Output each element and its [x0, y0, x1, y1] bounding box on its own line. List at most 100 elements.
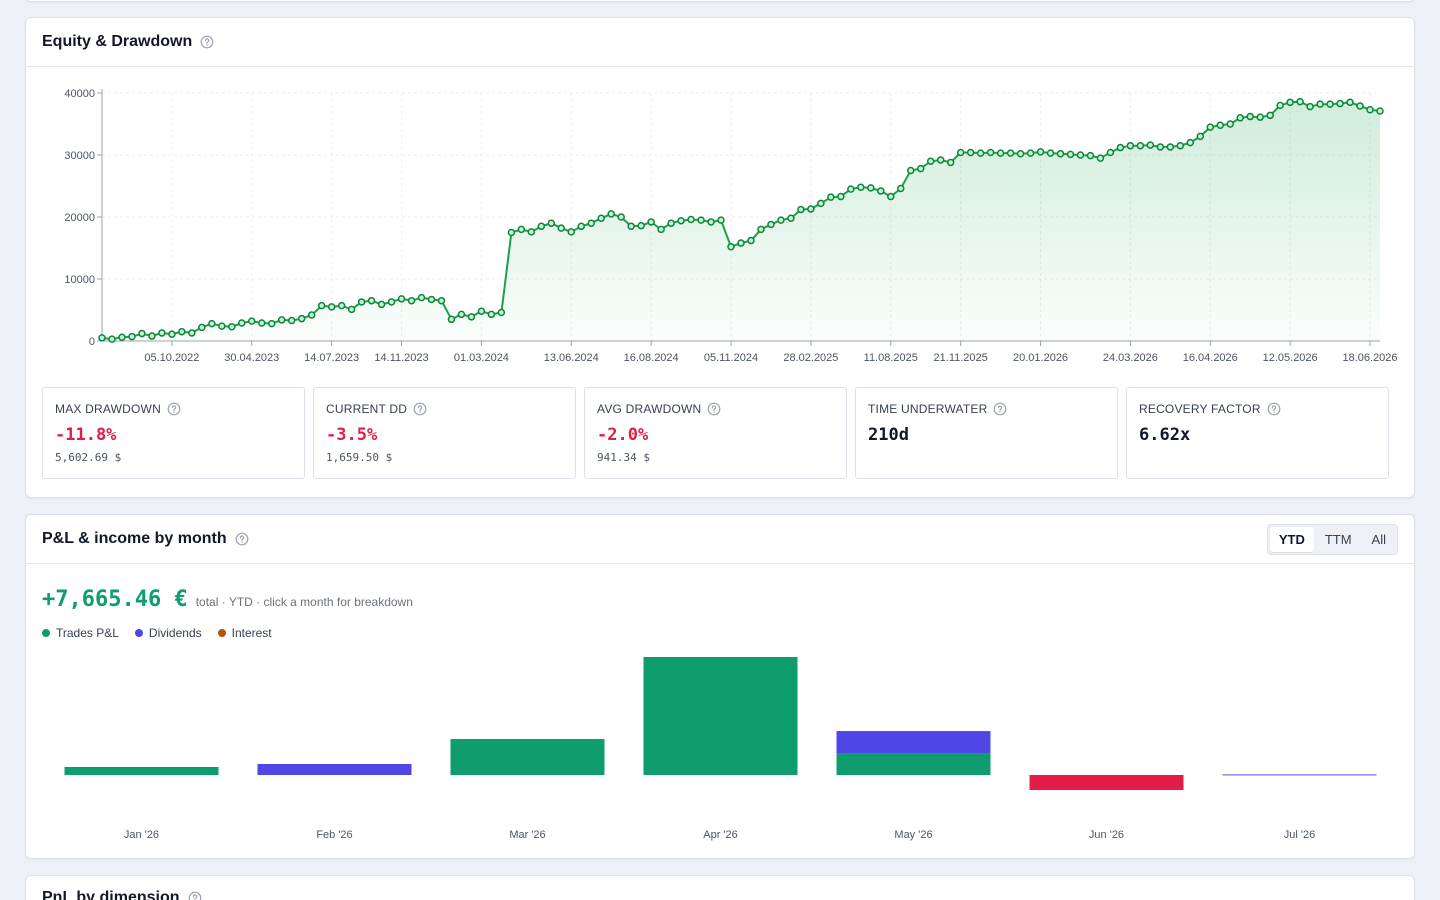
equity-point [717, 216, 725, 224]
equity-point [357, 298, 366, 306]
equity-point [188, 329, 196, 337]
x-tick-label: 05.11.2024 [704, 352, 758, 364]
equity-point [387, 298, 396, 306]
equity-point [1216, 121, 1224, 129]
x-tick-label: 13.06.2024 [544, 352, 599, 364]
equity-point [1276, 101, 1284, 110]
kpi-label-row: TIME UNDERWATER [868, 402, 1105, 416]
equity-point [487, 310, 496, 319]
help-icon[interactable] [413, 402, 427, 416]
card-header: Equity & Drawdown [26, 18, 1414, 67]
bar-segment[interactable] [836, 753, 991, 775]
equity-point [527, 228, 536, 236]
legend-item: Interest [217, 626, 272, 640]
equity-point [367, 296, 376, 305]
bar-segment[interactable] [257, 764, 412, 775]
help-icon[interactable] [200, 35, 214, 49]
tab[interactable]: YTD [1269, 526, 1314, 552]
kpi-card: RECOVERY FACTOR 6.62x [1126, 387, 1389, 479]
equity-point [168, 330, 176, 338]
equity-point [507, 228, 516, 237]
card-header: P&L & income by month YTD TTM All [26, 515, 1414, 564]
y-tick-label: 40000 [64, 88, 95, 100]
equity-point [297, 314, 306, 323]
dimension-card: PnL by dimension [25, 875, 1415, 900]
x-tick-label: 16.04.2026 [1183, 352, 1238, 364]
bar-segment[interactable] [643, 657, 798, 775]
equity-point [407, 296, 416, 305]
x-tick-label: 11.08.2025 [864, 352, 918, 364]
equity-point [1056, 150, 1065, 158]
bar-segment[interactable] [64, 766, 219, 768]
equity-point [1196, 132, 1205, 141]
equity-point [1086, 151, 1095, 160]
equity-point [906, 166, 915, 175]
kpi-value: 210d [868, 425, 909, 445]
equity-point [647, 218, 655, 226]
help-icon[interactable] [188, 891, 202, 900]
equity-point [976, 149, 985, 157]
equity-point [837, 192, 845, 201]
bar-segment[interactable] [1029, 775, 1184, 791]
equity-point [1356, 102, 1364, 110]
equity-point [797, 205, 805, 214]
legend-swatch [134, 629, 143, 637]
kpi-label-row: AVG DRAWDOWN [597, 402, 834, 416]
equity-point [218, 322, 226, 330]
kpi-card: MAX DRAWDOWN -11.8% 5,602.69 $ [42, 387, 305, 479]
equity-point [1136, 141, 1145, 150]
equity-point [996, 149, 1005, 157]
legend-item: Dividends [134, 626, 202, 640]
equity-point [118, 333, 126, 342]
equity-point [677, 216, 685, 225]
equity-point [827, 193, 835, 201]
equity-point [447, 315, 456, 324]
equity-point [946, 158, 955, 167]
kpi-label-row: MAX DRAWDOWN [55, 402, 292, 416]
equity-point [258, 319, 266, 327]
help-icon[interactable] [235, 532, 249, 546]
kpi-label: AVG DRAWDOWN [597, 402, 702, 416]
equity-point [347, 305, 356, 314]
bar-segment[interactable] [450, 739, 605, 775]
equity-point [597, 214, 605, 222]
help-icon[interactable] [167, 402, 181, 416]
equity-point [537, 222, 546, 231]
x-tick-label: 18.06.2026 [1342, 352, 1397, 364]
total-value: +7,665.46 € [42, 587, 188, 612]
kpi-sub: 5,602.69 $ [55, 451, 122, 464]
equity-point [1186, 138, 1195, 147]
help-icon[interactable] [993, 402, 1007, 416]
equity-point [248, 317, 256, 325]
tab[interactable]: TTM [1324, 531, 1352, 547]
equity-point [757, 225, 765, 234]
kpi-value: 6.62x [1139, 425, 1191, 445]
equity-point [1026, 149, 1035, 157]
x-tick-label: Jun '26 [1089, 829, 1124, 841]
equity-point [457, 310, 466, 319]
equity-point [897, 184, 905, 193]
equity-point [1206, 123, 1215, 131]
tab[interactable]: All [1371, 531, 1386, 547]
help-icon[interactable] [1267, 402, 1281, 416]
equity-point [1246, 112, 1254, 121]
equity-point [767, 220, 775, 229]
help-icon[interactable] [707, 402, 721, 416]
equity-point [158, 329, 166, 337]
bar-segment[interactable] [64, 767, 219, 775]
equity-point [327, 303, 336, 311]
equity-point [617, 213, 625, 221]
equity-point [307, 311, 316, 319]
equity-point [1156, 143, 1165, 151]
total-note: total · YTD · click a month for breakdow… [195, 595, 413, 609]
equity-point [377, 300, 386, 309]
equity-point [577, 222, 585, 231]
kpi-sub: 941.34 $ [597, 451, 650, 464]
kpi-sub: 1,659.50 $ [326, 451, 393, 464]
equity-point [1176, 141, 1185, 150]
bar-segment[interactable] [836, 731, 991, 754]
equity-point [1146, 141, 1155, 149]
legend-label: Trades P&L [56, 626, 119, 640]
equity-point [108, 335, 116, 343]
x-tick-label: Mar '26 [509, 829, 545, 841]
